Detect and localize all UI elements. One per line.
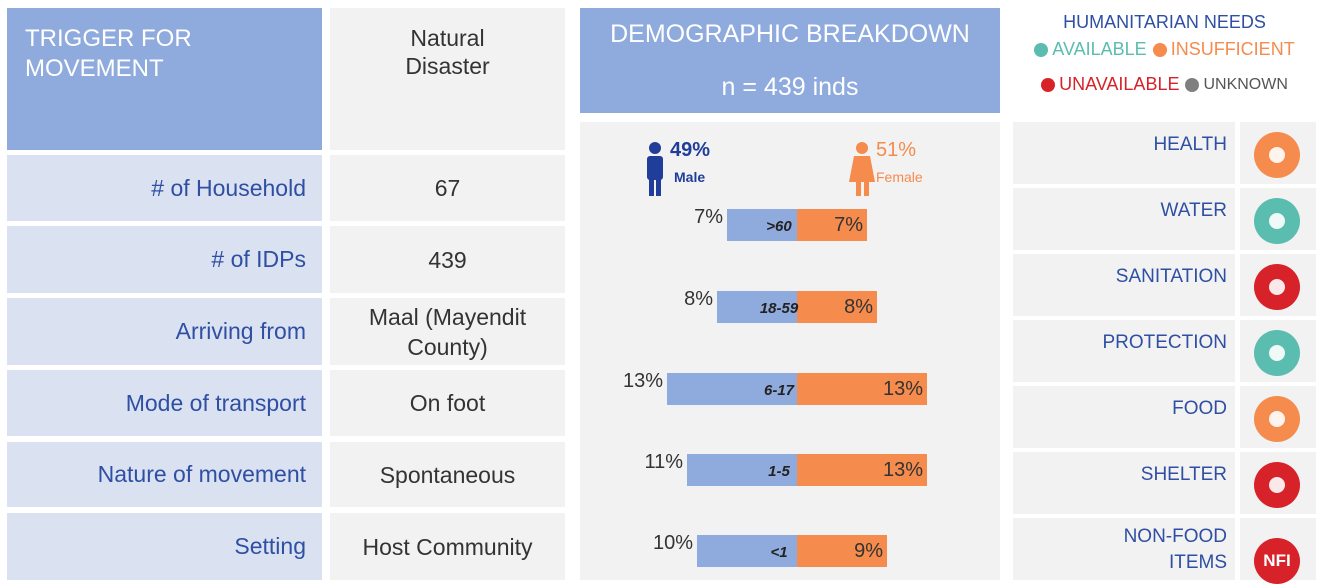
female-value-label: 8% bbox=[844, 296, 873, 318]
need-icon bbox=[1254, 330, 1300, 376]
need-label: SANITATION bbox=[1013, 254, 1235, 316]
legend-dot bbox=[1041, 77, 1056, 92]
row-label: Nature of movement bbox=[7, 442, 322, 507]
female-value-label: 9% bbox=[854, 540, 883, 562]
male-percent: 49% bbox=[670, 139, 710, 161]
female-icon bbox=[849, 142, 875, 196]
need-icon bbox=[1254, 462, 1300, 508]
trigger-label: TRIGGER FOR MOVEMENT bbox=[7, 8, 322, 150]
need-icon-cell: NFI bbox=[1240, 518, 1316, 584]
row-value: 439 bbox=[330, 226, 565, 293]
trigger-value: Natural Disaster bbox=[330, 8, 565, 150]
row-value: Spontaneous bbox=[330, 442, 565, 507]
need-icon bbox=[1254, 198, 1300, 244]
male-value-label: 8% bbox=[684, 288, 713, 310]
need-icon-cell bbox=[1240, 386, 1316, 448]
row-label: Arriving from bbox=[7, 298, 322, 365]
female-value-label: 13% bbox=[883, 459, 923, 481]
need-icon-glyph bbox=[1269, 345, 1285, 361]
legend-dot bbox=[1034, 42, 1049, 57]
need-icon-cell bbox=[1240, 122, 1316, 184]
need-icon bbox=[1254, 396, 1300, 442]
demographic-header: DEMOGRAPHIC BREAKDOWN n = 439 inds bbox=[580, 8, 1000, 113]
need-icon-cell bbox=[1240, 254, 1316, 316]
need-icon: NFI bbox=[1254, 538, 1300, 584]
legend-label: UNKNOWN bbox=[1203, 75, 1288, 93]
legend-item: INSUFFICIENT bbox=[1152, 39, 1295, 60]
legend-label: INSUFFICIENT bbox=[1170, 39, 1295, 59]
male-value-label: 11% bbox=[644, 451, 683, 473]
need-label: NON-FOOD ITEMS bbox=[1013, 518, 1235, 580]
female-bar bbox=[797, 209, 867, 241]
female-bar bbox=[797, 373, 927, 405]
legend-item: AVAILABLE bbox=[1034, 39, 1147, 60]
male-value-label: 13% bbox=[623, 370, 663, 392]
male-bar bbox=[697, 535, 797, 567]
row-label: # of IDPs bbox=[7, 226, 322, 293]
female-bar bbox=[797, 454, 927, 486]
need-icon-glyph bbox=[1269, 279, 1285, 295]
female-bar bbox=[797, 535, 887, 567]
age-group: 18-59 bbox=[760, 300, 799, 317]
need-label: SHELTER bbox=[1013, 452, 1235, 514]
female-percent: 51% bbox=[876, 139, 916, 161]
need-icon-cell bbox=[1240, 452, 1316, 514]
need-icon bbox=[1254, 132, 1300, 178]
legend-label: AVAILABLE bbox=[1052, 39, 1147, 59]
row-value: 67 bbox=[330, 155, 565, 221]
need-icon bbox=[1254, 264, 1300, 310]
age-group: >60 bbox=[766, 218, 792, 235]
age-group: 1-5 bbox=[768, 463, 790, 480]
male-bar bbox=[727, 209, 797, 241]
needs-header: HUMANITARIAN NEEDS AVAILABLE INSUFFICIENT… bbox=[1013, 8, 1316, 113]
legend-dot bbox=[1152, 42, 1167, 57]
male-icon bbox=[647, 142, 663, 196]
need-icon-glyph bbox=[1269, 477, 1285, 493]
female-value-label: 13% bbox=[883, 378, 923, 400]
demographic-title: DEMOGRAPHIC BREAKDOWN bbox=[610, 20, 970, 48]
need-label: FOOD bbox=[1013, 386, 1235, 448]
need-icon-cell bbox=[1240, 320, 1316, 382]
legend-label: UNAVAILABLE bbox=[1059, 74, 1180, 94]
male-value-label: 10% bbox=[653, 532, 693, 554]
row-label: Setting bbox=[7, 513, 322, 580]
need-icon-glyph bbox=[1269, 213, 1285, 229]
legend-item: UNAVAILABLE bbox=[1041, 74, 1179, 95]
need-icon-glyph bbox=[1269, 411, 1285, 427]
row-label: # of Household bbox=[7, 155, 322, 221]
female-label: Female bbox=[876, 169, 923, 185]
demographic-subtitle: n = 439 inds bbox=[721, 73, 859, 101]
row-value: On foot bbox=[330, 370, 565, 436]
row-value: Host Community bbox=[330, 513, 565, 580]
need-label: WATER bbox=[1013, 188, 1235, 250]
male-bar bbox=[717, 291, 797, 323]
need-icon-glyph bbox=[1269, 147, 1285, 163]
legend-dot bbox=[1185, 77, 1200, 92]
need-icon-cell bbox=[1240, 188, 1316, 250]
need-label: PROTECTION bbox=[1013, 320, 1235, 382]
needs-title: HUMANITARIAN NEEDS bbox=[1063, 12, 1266, 32]
age-group: <1 bbox=[770, 544, 787, 561]
male-bar bbox=[687, 454, 797, 486]
legend-item: UNKNOWN bbox=[1185, 74, 1288, 95]
needs-legend: AVAILABLE INSUFFICIENT UNAVAILABLE UNKNOWN bbox=[1013, 39, 1316, 95]
pyramid: 49% Male 51% Female >60 7% 7% 18-59 8% 8% 6-17… bbox=[580, 122, 1000, 580]
row-label: Mode of transport bbox=[7, 370, 322, 436]
male-bar bbox=[667, 373, 797, 405]
age-group: 6-17 bbox=[764, 382, 795, 399]
female-value-label: 7% bbox=[834, 214, 863, 236]
male-value-label: 7% bbox=[694, 206, 723, 228]
row-value: Maal (Mayendit County) bbox=[330, 298, 565, 365]
need-label: HEALTH bbox=[1013, 122, 1235, 184]
female-bar bbox=[797, 291, 877, 323]
male-label: Male bbox=[674, 169, 705, 185]
